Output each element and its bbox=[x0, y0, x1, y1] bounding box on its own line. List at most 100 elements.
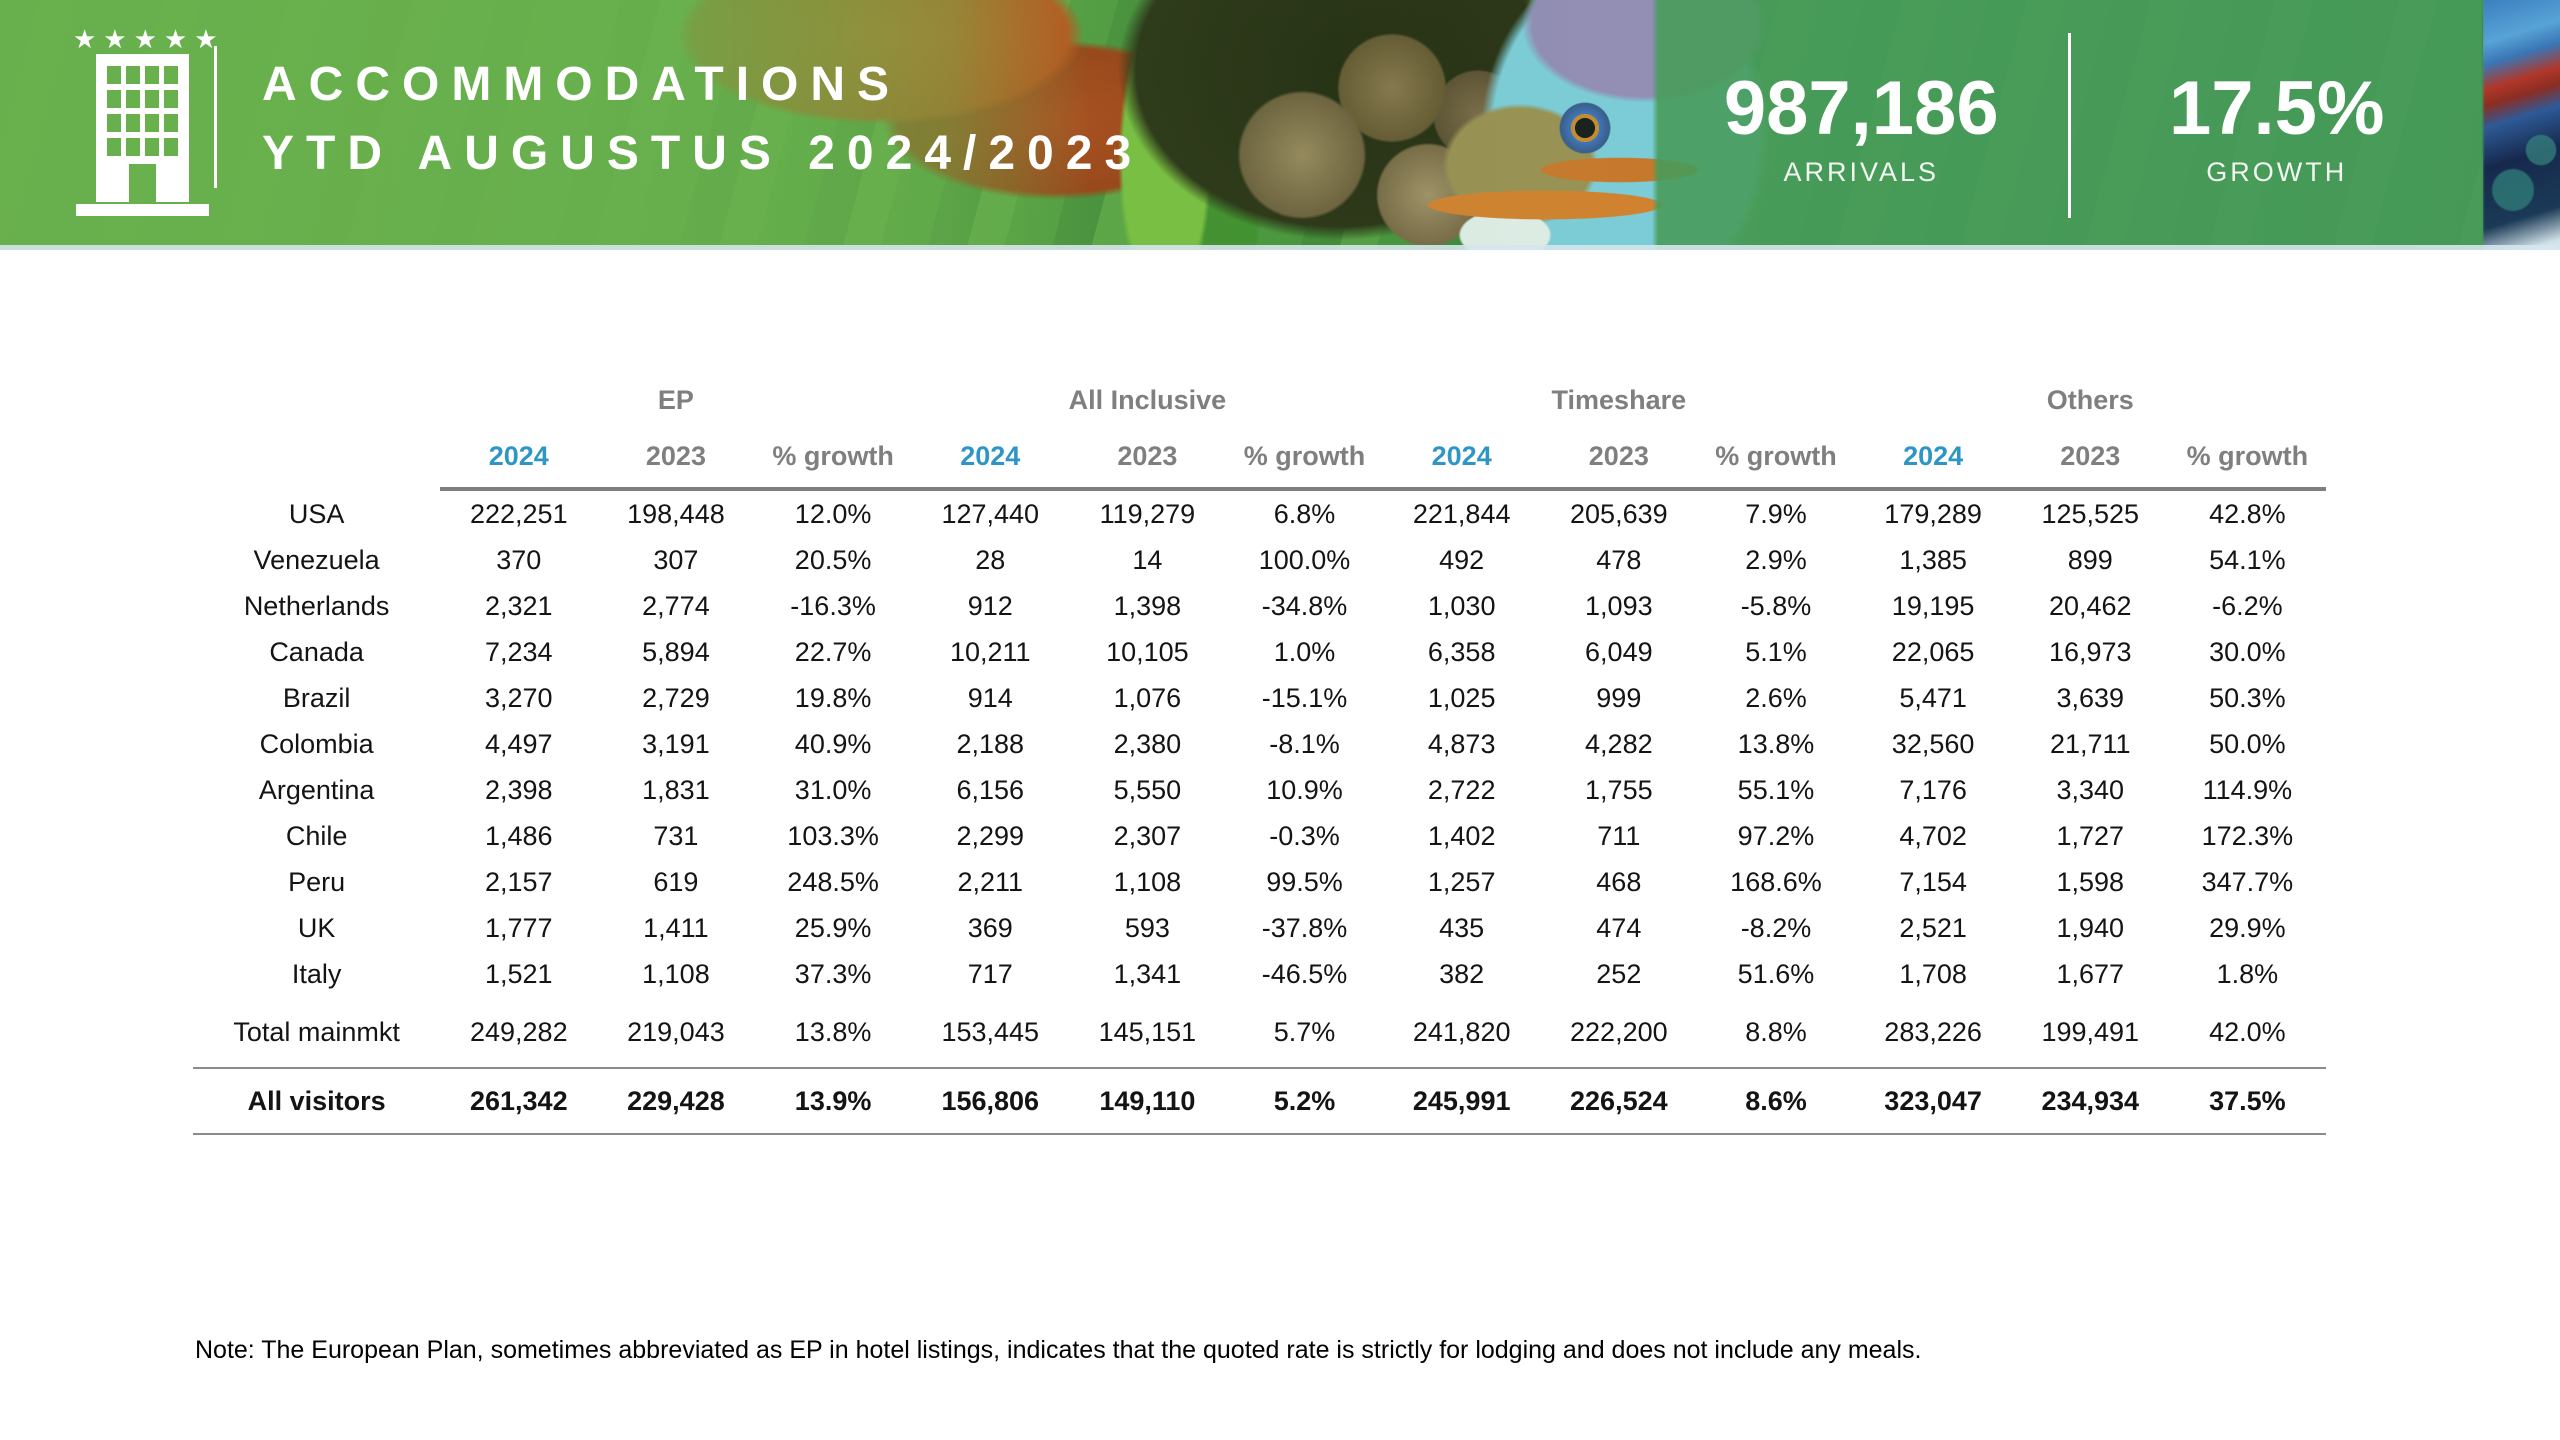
table-cell: 19,195 bbox=[1891, 590, 1975, 621]
table-cell: 323,047 bbox=[1884, 1085, 1982, 1116]
hotel-logo: ★★★★★ bbox=[66, 24, 218, 221]
table-cell: 382 bbox=[1439, 958, 1485, 989]
table-cell: 149,110 bbox=[1099, 1085, 1196, 1116]
table-cell: 3,270 bbox=[485, 682, 553, 713]
column-label: 2024 bbox=[911, 425, 1069, 491]
table-cell: 1,398 bbox=[1113, 590, 1182, 621]
table-cell: -6.2% bbox=[2212, 590, 2283, 621]
table-cell: -34.8% bbox=[1261, 590, 1348, 621]
table-cell: 912 bbox=[967, 590, 1013, 621]
row-label: Netherlands bbox=[243, 590, 390, 621]
row-label: Venezuela bbox=[253, 544, 380, 575]
table-cell: -8.1% bbox=[1269, 728, 1340, 759]
table-cell: 711 bbox=[1597, 820, 1641, 851]
table-cell: 2,774 bbox=[642, 590, 710, 621]
group-label: Others bbox=[2046, 384, 2134, 415]
growth-label: GROWTH bbox=[2206, 156, 2348, 187]
table-cell: 22,065 bbox=[1891, 636, 1975, 667]
green-overlay bbox=[0, 0, 2560, 250]
table-cell: 10.9% bbox=[1266, 774, 1343, 805]
footnote: Note: The European Plan, sometimes abbre… bbox=[195, 1336, 1922, 1364]
column-label: 2023 bbox=[597, 425, 755, 491]
table-cell: 125,525 bbox=[2041, 498, 2140, 529]
table-cell: 241,820 bbox=[1412, 1016, 1511, 1047]
table-cell: 1,831 bbox=[642, 774, 710, 805]
table-cell: 6,156 bbox=[956, 774, 1025, 805]
table-cell: 199,491 bbox=[2041, 1016, 2140, 1047]
table-cell: 1,411 bbox=[643, 912, 709, 943]
total-mainmkt-row: Total mainmkt 249,282 219,043 13.8% 153,445 1… bbox=[193, 997, 2326, 1068]
table-cell: 153,445 bbox=[941, 1016, 1040, 1047]
table-cell: 2,380 bbox=[1113, 728, 1182, 759]
corner-cell bbox=[193, 425, 440, 489]
table-row: Brazil 3,270 2,729 19.8% 914 1,076 -15.1% 1,025… bbox=[193, 675, 2326, 721]
table-cell: 1.0% bbox=[1273, 636, 1336, 667]
table-cell: 249,282 bbox=[469, 1016, 568, 1047]
row-label: Colombia bbox=[259, 728, 374, 759]
table-cell: -46.5% bbox=[1261, 958, 1348, 989]
table-cell: 20,462 bbox=[2048, 590, 2132, 621]
table-cell: 1,708 bbox=[1899, 958, 1967, 989]
header-bottom-strip bbox=[0, 245, 2560, 250]
table-cell: 999 bbox=[1596, 682, 1642, 713]
group-label: All Inclusive bbox=[1068, 384, 1227, 415]
table-cell: 14 bbox=[1132, 544, 1163, 575]
table-cell: 347.7% bbox=[2201, 866, 2294, 897]
table-cell: 1,940 bbox=[2056, 912, 2125, 943]
table-cell: 51.6% bbox=[1737, 958, 1815, 989]
table-cell: 13.9% bbox=[794, 1085, 872, 1116]
table-cell: 468 bbox=[1596, 866, 1642, 897]
table-cell: 2,299 bbox=[956, 820, 1025, 851]
corner-cell bbox=[193, 375, 440, 425]
row-label: Brazil bbox=[282, 682, 351, 713]
table-cell: 5,550 bbox=[1113, 774, 1182, 805]
table-cell: 54.1% bbox=[2209, 544, 2286, 575]
table-cell: 1,486 bbox=[485, 820, 553, 851]
table-cell: 3,191 bbox=[642, 728, 710, 759]
table-cell: 245,991 bbox=[1412, 1085, 1511, 1116]
table-cell: 899 bbox=[2067, 544, 2113, 575]
table-cell: 13.8% bbox=[794, 1016, 872, 1047]
table-cell: 1,030 bbox=[1427, 590, 1496, 621]
row-label: Chile bbox=[285, 820, 348, 851]
table-cell: 97.2% bbox=[1737, 820, 1815, 851]
row-label: UK bbox=[297, 912, 336, 943]
table-cell: 50.0% bbox=[2209, 728, 2286, 759]
table-cell: 914 bbox=[967, 682, 1013, 713]
table-cell: 370 bbox=[496, 544, 542, 575]
table-cell: 1,677 bbox=[2056, 958, 2125, 989]
table-header: EP All Inclusive Timeshare Others 2024 2023%… bbox=[193, 375, 2326, 491]
table-cell: 307 bbox=[653, 544, 699, 575]
header-divider bbox=[214, 46, 217, 188]
table-cell: 2,321 bbox=[485, 590, 553, 621]
table-cell: 2.9% bbox=[1745, 544, 1807, 575]
table-cell: 222,200 bbox=[1570, 1016, 1668, 1047]
table-cell: 205,639 bbox=[1570, 498, 1668, 529]
column-label: 2024 bbox=[440, 425, 598, 491]
table-cell: 198,448 bbox=[627, 498, 725, 529]
table-cell: 283,226 bbox=[1884, 1016, 1982, 1047]
table-cell: 492 bbox=[1439, 544, 1485, 575]
table-cell: 2.6% bbox=[1745, 682, 1807, 713]
table-cell: 261,342 bbox=[469, 1085, 568, 1116]
table-cell: 593 bbox=[1124, 912, 1170, 943]
table-cell: 37.3% bbox=[794, 958, 872, 989]
table-cell: 7,234 bbox=[485, 636, 553, 667]
table-cell: 40.9% bbox=[794, 728, 872, 759]
table-cell: 1.8% bbox=[2216, 958, 2279, 989]
table-cell: 31.0% bbox=[794, 774, 872, 805]
table-row: USA 222,251 198,448 12.0% 127,440 119,279 6.8%… bbox=[193, 489, 2326, 537]
table-cell: 179,289 bbox=[1884, 498, 1982, 529]
table-cell: 42.8% bbox=[2209, 498, 2286, 529]
row-label: All visitors bbox=[247, 1085, 386, 1116]
table-cell: 12.0% bbox=[794, 498, 872, 529]
column-label: 2023 bbox=[2011, 425, 2169, 491]
table-cell: 1,521 bbox=[485, 958, 553, 989]
table-cell: 55.1% bbox=[1737, 774, 1815, 805]
table-cell: 42.0% bbox=[2209, 1016, 2286, 1047]
table-cell: 2,307 bbox=[1113, 820, 1182, 851]
table-row: Colombia 4,497 3,191 40.9% 2,188 2,380 -8.1% 4,… bbox=[193, 721, 2326, 767]
table-cell: 248.5% bbox=[787, 866, 879, 897]
table-cell: -37.8% bbox=[1261, 912, 1348, 943]
table-cell: 731 bbox=[653, 820, 699, 851]
